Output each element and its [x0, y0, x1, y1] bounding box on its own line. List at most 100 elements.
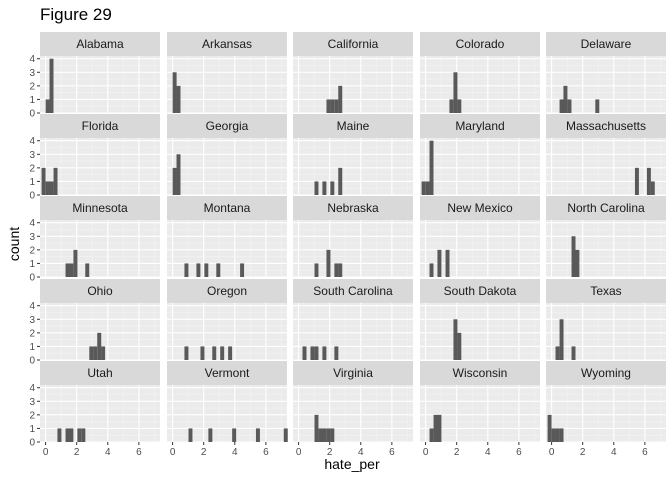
facet-south-carolina: South Carolina — [293, 279, 413, 361]
facet-maine: Maine — [293, 114, 413, 196]
histogram-bar — [571, 346, 576, 360]
histogram-bar — [551, 428, 556, 442]
facet-label: Vermont — [205, 366, 250, 380]
x-axis-label: hate_per — [324, 456, 380, 472]
histogram-bar — [555, 346, 560, 360]
histogram-bar — [449, 99, 454, 113]
y-tick-label: 0 — [29, 438, 35, 449]
histogram-bar — [555, 428, 560, 442]
panel-background — [293, 138, 413, 195]
histogram-bar — [302, 346, 307, 360]
y-tick-label: 3 — [29, 232, 35, 243]
y-tick-label: 1 — [29, 424, 35, 435]
facet-label: California — [328, 37, 379, 51]
histogram-bar — [314, 181, 319, 195]
facet-utah: Utah 0 1 2 3 4 0 2 4 6 — [29, 361, 160, 458]
facet-label: Nebraska — [327, 201, 379, 215]
histogram-bar — [204, 263, 209, 277]
histogram-bar — [232, 428, 237, 442]
histogram-bar — [97, 332, 102, 360]
facet-ohio: Ohio 0 1 2 3 4 — [29, 279, 160, 367]
facet-wisconsin: Wisconsin 0 2 4 6 — [420, 361, 540, 458]
histogram-bar — [208, 428, 213, 442]
panel-background — [546, 385, 666, 442]
facet-oregon: Oregon — [167, 279, 287, 361]
histogram-bar — [567, 99, 572, 113]
facet-label: South Carolina — [313, 284, 393, 298]
x-tick-label: 2 — [327, 447, 333, 458]
panel-background — [40, 220, 160, 277]
facet-label: Virginia — [333, 366, 373, 380]
facet-strip — [40, 279, 160, 303]
histogram-bar — [559, 428, 564, 442]
x-tick-label: 6 — [516, 447, 522, 458]
histogram-bar — [338, 263, 343, 277]
histogram-bar — [330, 181, 335, 195]
facet-strip — [293, 279, 413, 303]
facet-strip — [293, 196, 413, 220]
histogram-bar — [322, 181, 327, 195]
chart-title: Figure 29 — [40, 5, 112, 24]
y-tick-label: 3 — [29, 150, 35, 161]
y-tick-label: 4 — [29, 383, 35, 394]
panel-background — [293, 56, 413, 113]
facet-label: Arkansas — [202, 37, 252, 51]
histogram-bar — [77, 428, 82, 442]
y-axis-label: count — [6, 227, 22, 261]
y-tick-label: 2 — [29, 163, 35, 174]
facet-georgia: Georgia — [167, 114, 287, 196]
facet-colorado: Colorado — [420, 32, 540, 114]
facet-strip — [293, 32, 413, 56]
y-tick-label: 1 — [29, 259, 35, 270]
x-tick-label: 0 — [296, 447, 302, 458]
panel-background — [167, 385, 287, 442]
histogram-bar — [101, 346, 106, 360]
panel-background — [293, 220, 413, 277]
histogram-bar — [314, 346, 319, 360]
histogram-bar — [176, 85, 181, 113]
facet-label: Oregon — [207, 284, 247, 298]
facet-virginia: Virginia 0 2 4 6 — [293, 361, 413, 458]
histogram-bar — [45, 181, 50, 195]
x-tick-label: 2 — [201, 447, 207, 458]
x-tick-label: 0 — [170, 447, 176, 458]
histogram-bar — [310, 346, 315, 360]
facet-north-carolina: North Carolina — [546, 196, 666, 278]
histogram-bar — [326, 99, 331, 113]
histogram-bar — [425, 181, 430, 195]
y-tick-label: 3 — [29, 315, 35, 326]
x-tick-label: 4 — [611, 447, 617, 458]
panel-background — [420, 303, 540, 360]
histogram-bar — [255, 428, 260, 442]
x-tick-label: 4 — [232, 447, 238, 458]
facet-alabama: Alabama 0 1 2 3 4 — [29, 32, 160, 120]
histogram-bar — [429, 140, 434, 195]
y-tick-label: 0 — [29, 273, 35, 284]
histogram-bar — [453, 72, 458, 113]
panel-background — [546, 220, 666, 277]
facet-south-dakota: South Dakota — [420, 279, 540, 361]
facet-label: South Dakota — [444, 284, 517, 298]
panel-background — [40, 56, 160, 113]
facet-strip — [420, 279, 540, 303]
facet-label: Florida — [82, 119, 119, 133]
facet-strip — [40, 114, 160, 138]
histogram-bar — [216, 263, 221, 277]
facet-label: Montana — [204, 201, 251, 215]
histogram-bar — [334, 346, 339, 360]
histogram-bar — [334, 263, 339, 277]
x-tick-label: 2 — [74, 447, 80, 458]
histogram-bar — [650, 181, 655, 195]
facet-label: Maryland — [455, 119, 504, 133]
histogram-bar — [93, 346, 98, 360]
facet-strip — [40, 32, 160, 56]
histogram-bar — [49, 181, 54, 195]
histogram-bar — [172, 167, 177, 195]
x-tick-label: 2 — [454, 447, 460, 458]
histogram-bar — [220, 346, 225, 360]
histogram-bar — [314, 414, 319, 442]
histogram-bar — [318, 428, 323, 442]
x-tick-label: 6 — [263, 447, 269, 458]
histogram-bar — [196, 263, 201, 277]
histogram-bar — [184, 263, 189, 277]
